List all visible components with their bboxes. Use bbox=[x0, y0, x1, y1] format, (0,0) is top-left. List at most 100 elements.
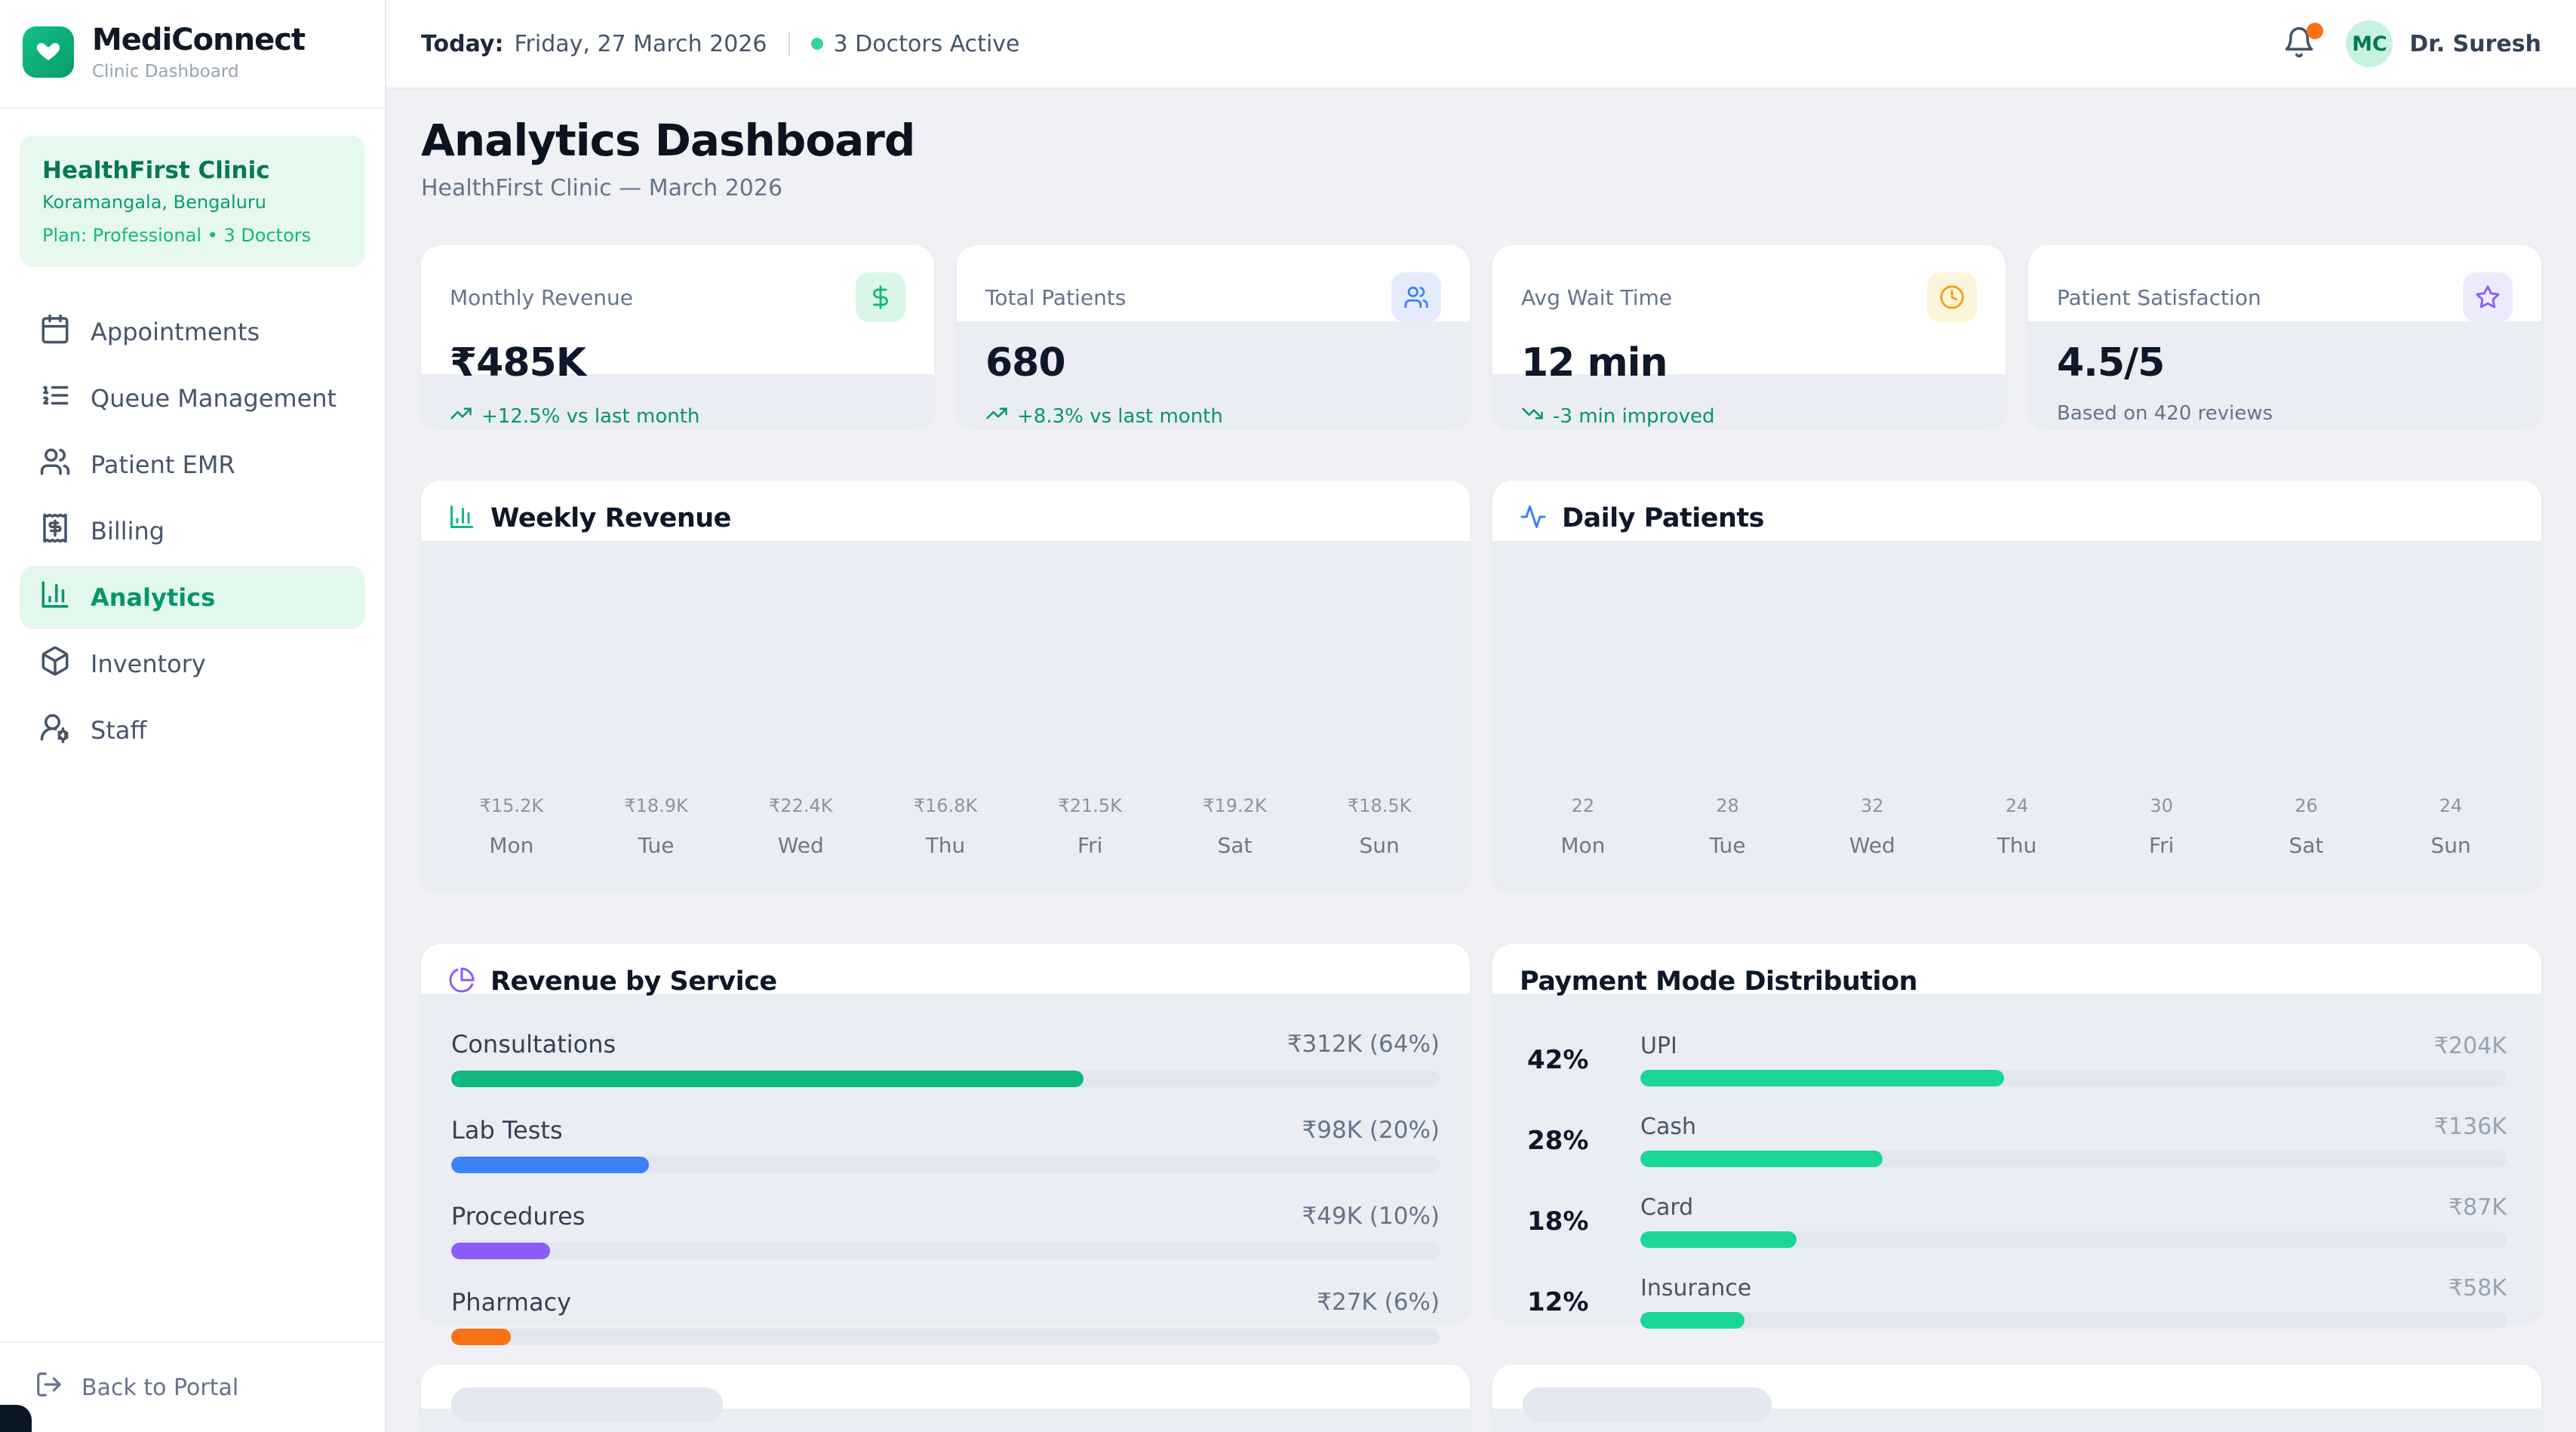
progress-fill bbox=[451, 1329, 511, 1345]
user-name: Dr. Suresh bbox=[2409, 31, 2541, 57]
viewport-corner-artifact bbox=[0, 1405, 32, 1432]
loading-card bbox=[421, 1365, 1470, 1432]
receipt-icon bbox=[39, 512, 71, 550]
skeleton-placeholder bbox=[451, 1387, 723, 1422]
sidebar: MediConnect Clinic Dashboard HealthFirst… bbox=[0, 0, 386, 1432]
sidebar-item-inventory[interactable]: Inventory bbox=[20, 632, 365, 696]
clinic-plan: Plan: Professional • 3 Doctors bbox=[42, 225, 343, 246]
dollar-icon bbox=[856, 272, 905, 322]
service-row: Pharmacy₹27K (6%) bbox=[451, 1288, 1440, 1345]
log-out-icon bbox=[35, 1370, 63, 1405]
page-title: Analytics Dashboard bbox=[421, 115, 2541, 166]
stats-row: Monthly Revenue ₹485K +12.5% vs last mon… bbox=[421, 245, 2541, 426]
payment-row: 42% UPI₹204K bbox=[1527, 1033, 2507, 1086]
payment-row: 28% Cash₹136K bbox=[1527, 1114, 2507, 1167]
stat-value: 12 min bbox=[1521, 340, 1977, 386]
stat-value: ₹485K bbox=[450, 340, 905, 386]
avatar: MC bbox=[2346, 20, 2393, 67]
brand-name: MediConnect bbox=[92, 23, 305, 57]
star-icon bbox=[2463, 272, 2513, 322]
sidebar-item-staff[interactable]: Staff bbox=[20, 699, 365, 762]
progress-fill bbox=[1640, 1231, 1797, 1248]
weekly-revenue-plot: ₹15.2K₹18.9K₹22.4K₹16.8K₹21.5K₹19.2K₹18.… bbox=[421, 547, 1470, 890]
trending-up-icon bbox=[450, 402, 472, 430]
stat-label: Total Patients bbox=[985, 285, 1126, 310]
back-to-portal-button[interactable]: Back to Portal bbox=[0, 1341, 385, 1432]
stat-label: Patient Satisfaction bbox=[2057, 285, 2261, 310]
sidebar-item-label: Patient EMR bbox=[91, 450, 235, 479]
notification-badge bbox=[2307, 23, 2323, 39]
bar-chart-icon bbox=[448, 503, 475, 533]
doctors-active-label: 3 Doctors Active bbox=[834, 31, 1020, 57]
progress-fill bbox=[451, 1071, 1084, 1087]
payment-row: 18% Card₹87K bbox=[1527, 1194, 2507, 1248]
breakdown-row: Revenue by Service Consultations₹312K (6… bbox=[421, 944, 2541, 1321]
progress-fill bbox=[1640, 1151, 1883, 1167]
sidebar-item-patient-emr[interactable]: Patient EMR bbox=[20, 433, 365, 496]
payment-mode-card: Payment Mode Distribution 42% UPI₹204K 2… bbox=[1492, 944, 2541, 1321]
stat-label: Monthly Revenue bbox=[450, 285, 633, 310]
sidebar-item-analytics[interactable]: Analytics bbox=[20, 566, 365, 629]
clinic-info-card: HealthFirst Clinic Koramangala, Bengalur… bbox=[20, 136, 365, 267]
clinic-name: HealthFirst Clinic bbox=[42, 157, 343, 184]
progress-fill bbox=[451, 1243, 550, 1259]
sidebar-nav: Appointments Queue Management Patient EM… bbox=[0, 300, 385, 762]
content: Analytics Dashboard HealthFirst Clinic —… bbox=[386, 89, 2576, 1432]
stat-card-total-patients: Total Patients 680 +8.3% vs last month bbox=[957, 245, 1470, 426]
user-menu[interactable]: MC Dr. Suresh bbox=[2346, 20, 2541, 67]
stat-card-monthly-revenue: Monthly Revenue ₹485K +12.5% vs last mon… bbox=[421, 245, 934, 426]
progress-track bbox=[451, 1243, 1440, 1259]
x-axis-labels: MonTueWedThuFriSatSun bbox=[1511, 833, 2523, 858]
package-icon bbox=[39, 645, 71, 683]
bar-value-labels: ₹15.2K₹18.9K₹22.4K₹16.8K₹21.5K₹19.2K₹18.… bbox=[439, 795, 1452, 816]
progress-track bbox=[1640, 1231, 2507, 1248]
chart-title: Weekly Revenue bbox=[490, 503, 731, 533]
brand-tagline: Clinic Dashboard bbox=[92, 62, 305, 81]
revenue-by-service-card: Revenue by Service Consultations₹312K (6… bbox=[421, 944, 1470, 1321]
charts-row: Weekly Revenue ₹15.2K₹18.9K₹22.4K₹16.8K₹… bbox=[421, 481, 2541, 890]
stat-card-avg-wait-time: Avg Wait Time 12 min -3 min improved bbox=[1492, 245, 2006, 426]
user-cog-icon bbox=[39, 711, 71, 749]
today-label: Today: bbox=[421, 31, 503, 57]
list-ordered-icon bbox=[39, 380, 71, 417]
sidebar-item-label: Appointments bbox=[91, 318, 260, 346]
stat-trend: +8.3% vs last month bbox=[985, 402, 1441, 430]
chart-title: Daily Patients bbox=[1562, 503, 1764, 533]
stat-trend: Based on 420 reviews bbox=[2057, 402, 2513, 425]
pie-chart-icon bbox=[448, 966, 475, 997]
stat-label: Avg Wait Time bbox=[1521, 285, 1672, 310]
back-to-portal-label: Back to Portal bbox=[81, 1375, 238, 1401]
brand-logo bbox=[23, 26, 74, 78]
heart-icon bbox=[35, 38, 61, 66]
progress-fill bbox=[451, 1157, 649, 1173]
trending-up-icon bbox=[985, 402, 1008, 430]
progress-track bbox=[451, 1329, 1440, 1345]
users-icon bbox=[1391, 272, 1441, 322]
skeleton-row bbox=[421, 1365, 2541, 1432]
stat-value: 4.5/5 bbox=[2057, 340, 2513, 386]
skeleton-placeholder bbox=[1523, 1387, 1772, 1422]
clock-icon bbox=[1927, 272, 1977, 322]
sidebar-item-label: Inventory bbox=[91, 650, 206, 678]
calendar-icon bbox=[39, 313, 71, 351]
progress-track bbox=[1640, 1070, 2507, 1086]
trending-down-icon bbox=[1521, 402, 1544, 430]
bar-value-labels: 22283224302624 bbox=[1511, 795, 2523, 816]
progress-track bbox=[451, 1071, 1440, 1087]
notifications-button[interactable] bbox=[2282, 26, 2319, 62]
stat-trend: +12.5% vs last month bbox=[450, 402, 905, 430]
sidebar-item-queue-management[interactable]: Queue Management bbox=[20, 367, 365, 430]
stat-card-patient-satisfaction: Patient Satisfaction 4.5/5 Based on 420 … bbox=[2028, 245, 2541, 426]
sidebar-item-appointments[interactable]: Appointments bbox=[20, 300, 365, 364]
weekly-revenue-chart-card: Weekly Revenue ₹15.2K₹18.9K₹22.4K₹16.8K₹… bbox=[421, 481, 1470, 890]
loading-card bbox=[1492, 1365, 2541, 1432]
topbar-actions: MC Dr. Suresh bbox=[2282, 20, 2541, 67]
service-row: Consultations₹312K (64%) bbox=[451, 1030, 1440, 1087]
bell-icon bbox=[2282, 48, 2316, 62]
bar-chart-icon bbox=[39, 579, 71, 616]
progress-fill bbox=[1640, 1070, 2004, 1086]
payment-row: 12% Insurance₹58K bbox=[1527, 1275, 2507, 1329]
sidebar-item-label: Queue Management bbox=[91, 384, 337, 413]
sidebar-item-billing[interactable]: Billing bbox=[20, 499, 365, 563]
service-row: Procedures₹49K (10%) bbox=[451, 1202, 1440, 1259]
